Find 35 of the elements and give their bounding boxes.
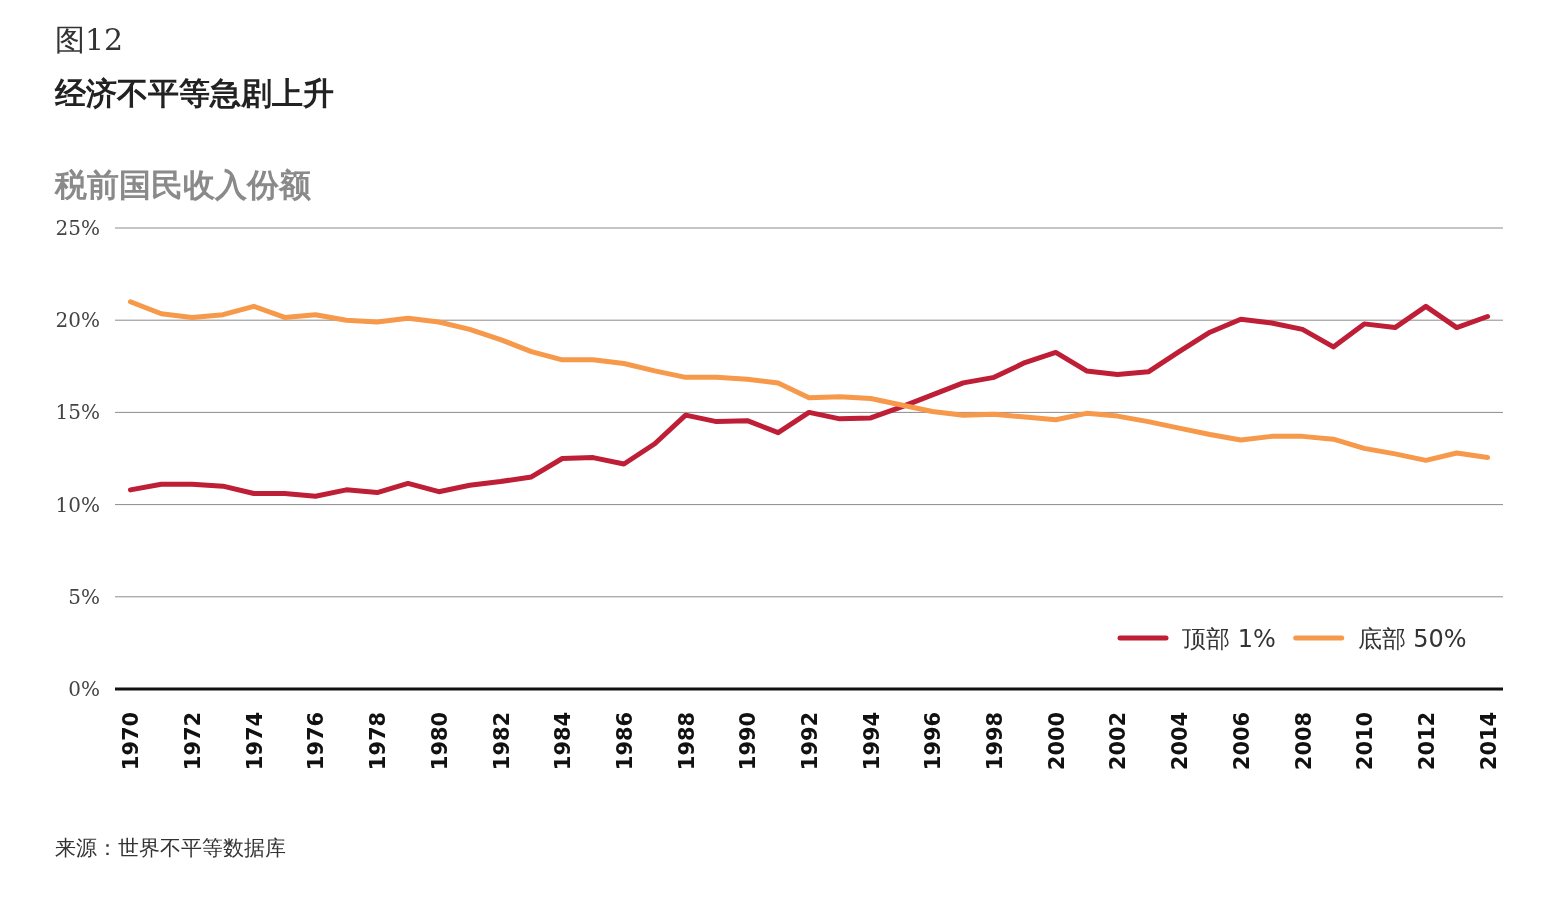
x-tick-label: 2014 — [1476, 711, 1501, 771]
x-tick-label: 1996 — [921, 711, 946, 771]
x-tick-label: 2012 — [1414, 711, 1439, 771]
y-tick-label: 5% — [68, 584, 100, 609]
x-tick-label: 1994 — [859, 711, 884, 771]
source-note: 来源：世界不平等数据库 — [55, 836, 286, 860]
x-tick-label: 1984 — [551, 711, 576, 771]
x-tick-label: 2002 — [1106, 711, 1131, 771]
x-tick-label: 1982 — [489, 711, 514, 771]
x-tick-label: 1972 — [181, 711, 206, 771]
x-tick-label: 1992 — [798, 711, 822, 771]
x-tick-label: 2004 — [1168, 711, 1193, 771]
x-tick-label: 1974 — [242, 711, 267, 771]
y-tick-label: 0% — [68, 677, 100, 701]
x-tick-label: 1980 — [427, 711, 452, 771]
y-tick-label: 25% — [55, 216, 100, 240]
y-tick-label: 10% — [55, 492, 100, 517]
x-tick-label: 2010 — [1353, 711, 1378, 771]
x-tick-label: 2008 — [1291, 711, 1316, 771]
x-tick-label: 1986 — [612, 711, 637, 771]
caption: 图12 — [55, 22, 124, 57]
x-tick-label: 1990 — [736, 711, 761, 771]
y-tick-label: 20% — [55, 308, 100, 333]
legend-label: 底部 50% — [1357, 625, 1467, 653]
chart-title: 经济不平等急剧上升 — [54, 75, 334, 111]
y-axis-title: 税前国民收入份额 — [54, 166, 311, 204]
x-tick-label: 1988 — [674, 711, 699, 771]
x-tick-label: 2006 — [1229, 711, 1254, 771]
x-tick-label: 1970 — [119, 711, 144, 771]
x-tick-label: 2000 — [1044, 711, 1069, 771]
legend-label: 顶部 1% — [1182, 625, 1276, 653]
y-tick-label: 15% — [55, 400, 100, 425]
x-tick-label: 1998 — [983, 711, 1008, 771]
x-tick-label: 1978 — [366, 711, 391, 771]
x-tick-label: 1976 — [304, 711, 329, 771]
